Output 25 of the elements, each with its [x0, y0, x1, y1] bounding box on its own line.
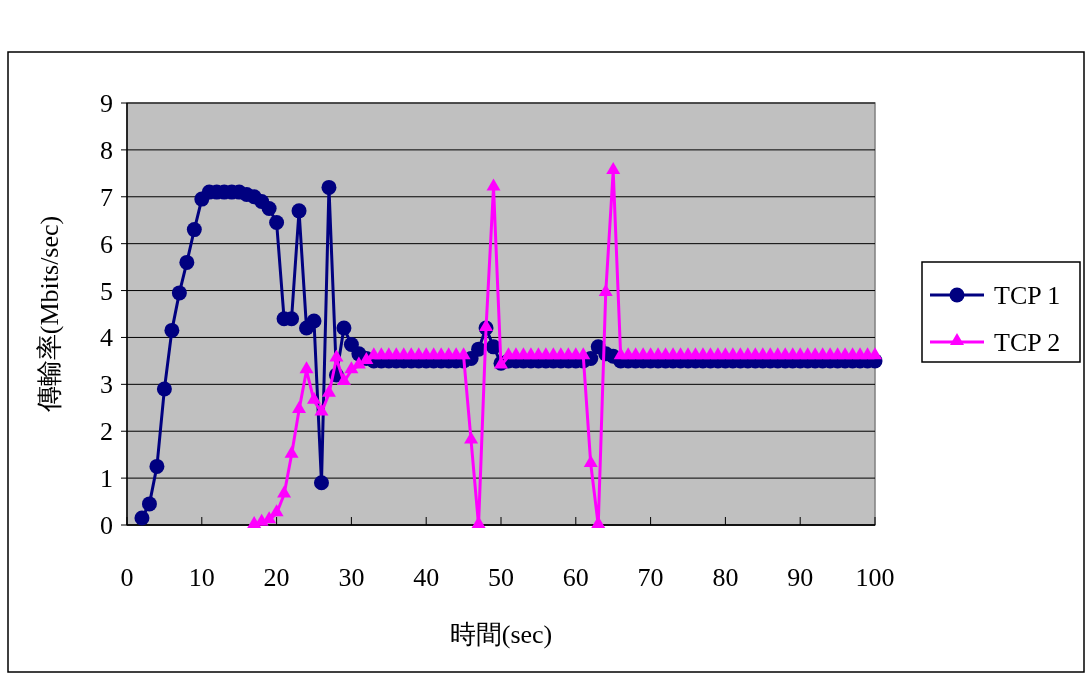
y-tick-label: 3 — [100, 370, 113, 400]
y-axis-title: 傳輸率(Mbits/sec) — [35, 215, 64, 414]
y-tick-label: 8 — [100, 135, 113, 165]
y-tick-label: 9 — [100, 89, 113, 118]
legend-label: TCP 1 — [994, 281, 1061, 310]
y-tick-label: 4 — [100, 323, 113, 353]
y-tick-label: 0 — [100, 511, 113, 540]
x-tick-label: 20 — [263, 563, 290, 592]
x-tick-label: 0 — [120, 563, 134, 592]
x-tick-label: 100 — [855, 563, 895, 592]
x-tick-label: 60 — [562, 563, 589, 592]
legend-label: TCP 2 — [994, 328, 1061, 357]
y-tick-label: 5 — [100, 276, 113, 306]
y-tick-label: 1 — [100, 464, 113, 494]
x-tick-label: 50 — [488, 563, 514, 592]
x-tick-label: 40 — [413, 563, 440, 592]
y-tick-label: 7 — [100, 182, 113, 212]
x-tick-label: 90 — [787, 563, 814, 592]
x-tick-label: 80 — [712, 563, 739, 592]
x-tick-label: 10 — [188, 563, 215, 592]
x-tick-label: 70 — [637, 563, 664, 592]
x-tick-label: 30 — [338, 563, 365, 592]
y-tick-label: 6 — [100, 229, 113, 259]
y-tick-label: 2 — [100, 417, 113, 447]
x-axis-title: 時間(sec) — [449, 620, 553, 649]
